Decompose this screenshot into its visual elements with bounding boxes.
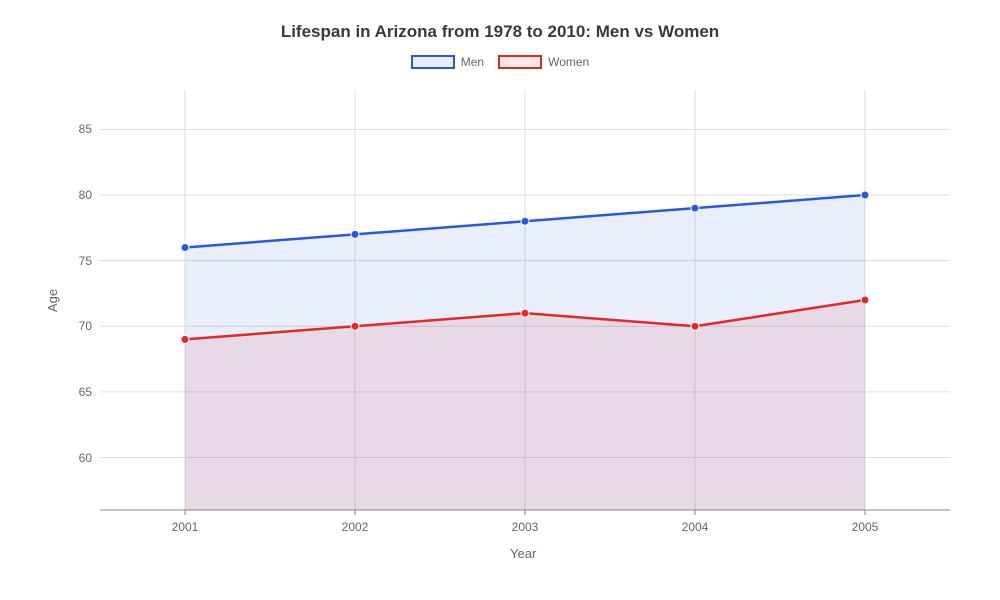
y-axis-label: Age	[45, 289, 60, 312]
chart-container: Lifespan in Arizona from 1978 to 2010: M…	[0, 0, 1000, 600]
y-tick-label: 65	[68, 385, 92, 399]
x-tick-label: 2002	[342, 520, 369, 534]
x-tick-label: 2003	[512, 520, 539, 534]
x-tick-label: 2005	[852, 520, 879, 534]
y-tick-label: 60	[68, 451, 92, 465]
x-tick-label: 2004	[682, 520, 709, 534]
x-tick-label: 2001	[172, 520, 199, 534]
y-tick-label: 80	[68, 188, 92, 202]
y-tick-label: 85	[68, 122, 92, 136]
y-tick-label: 75	[68, 254, 92, 268]
x-axis-label: Year	[510, 546, 536, 561]
plot-svg	[0, 0, 1000, 600]
y-tick-label: 70	[68, 319, 92, 333]
